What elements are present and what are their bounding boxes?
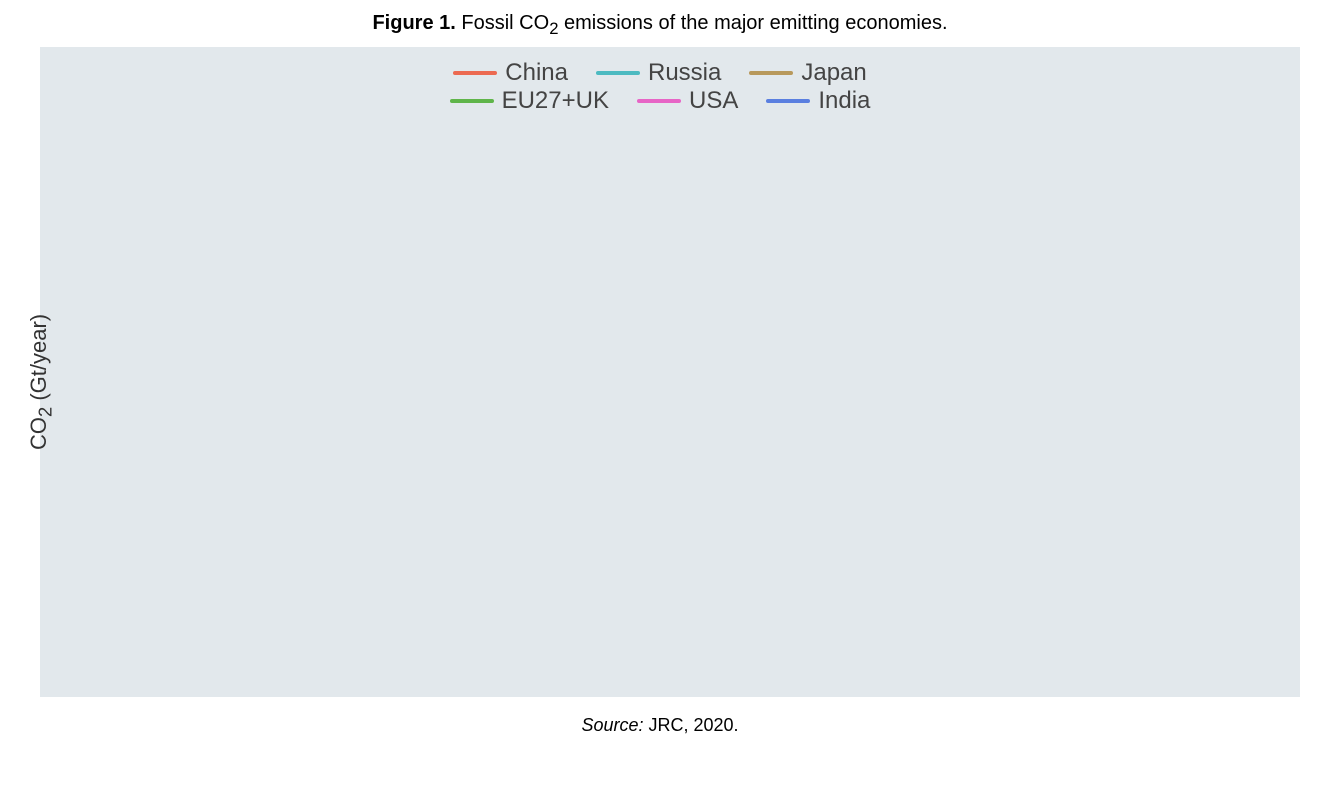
legend-item-usa: USA <box>637 87 738 115</box>
legend-label: Japan <box>801 59 866 87</box>
legend-label: EU27+UK <box>502 87 609 115</box>
legend-label: Russia <box>648 59 721 87</box>
source-line: Source: JRC, 2020. <box>0 697 1320 736</box>
figure-caption: Figure 1. Fossil CO2 emissions of the ma… <box>0 0 1320 39</box>
legend-swatch <box>450 99 494 103</box>
source-prefix: Source: <box>581 715 643 735</box>
legend-label: USA <box>689 87 738 115</box>
caption-text-2: emissions of the major emitting economie… <box>558 12 947 34</box>
chart-plot-background <box>40 47 1300 697</box>
legend-row: EU27+UK USA India <box>450 87 871 115</box>
source-text: JRC, 2020. <box>644 715 739 735</box>
legend-swatch <box>766 99 810 103</box>
legend-item-russia: Russia <box>596 59 721 87</box>
y-axis-label: CO2 (Gt/year) <box>26 313 56 449</box>
chart-container: CO2 (Gt/year) China Russia Japan EU27+UK USA… <box>20 47 1300 697</box>
legend-swatch <box>453 71 497 75</box>
legend-row: China Russia Japan <box>453 59 866 87</box>
legend-item-china: China <box>453 59 568 87</box>
legend-item-india: India <box>766 87 870 115</box>
legend: China Russia Japan EU27+UK USA India <box>20 59 1300 115</box>
legend-label: China <box>505 59 568 87</box>
legend-label: India <box>818 87 870 115</box>
legend-item-japan: Japan <box>749 59 866 87</box>
legend-swatch <box>596 71 640 75</box>
caption-prefix: Figure 1. <box>372 12 455 34</box>
legend-item-eu: EU27+UK <box>450 87 609 115</box>
legend-swatch <box>749 71 793 75</box>
legend-swatch <box>637 99 681 103</box>
caption-text-1: Fossil CO <box>461 12 549 34</box>
